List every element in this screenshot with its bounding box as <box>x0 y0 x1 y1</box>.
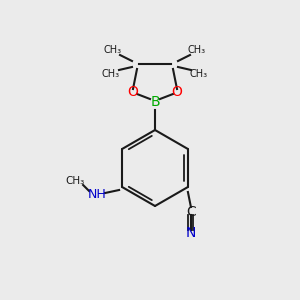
Text: CH₃: CH₃ <box>104 45 122 55</box>
Text: B: B <box>150 95 160 109</box>
Text: CH₃: CH₃ <box>190 69 208 79</box>
Text: C: C <box>186 205 196 219</box>
Text: CH₃: CH₃ <box>102 69 120 79</box>
Text: N: N <box>186 226 196 240</box>
Text: O: O <box>128 85 138 99</box>
Text: O: O <box>172 85 182 99</box>
Text: NH: NH <box>88 188 106 202</box>
Text: CH₃: CH₃ <box>65 176 85 186</box>
Text: CH₃: CH₃ <box>188 45 206 55</box>
